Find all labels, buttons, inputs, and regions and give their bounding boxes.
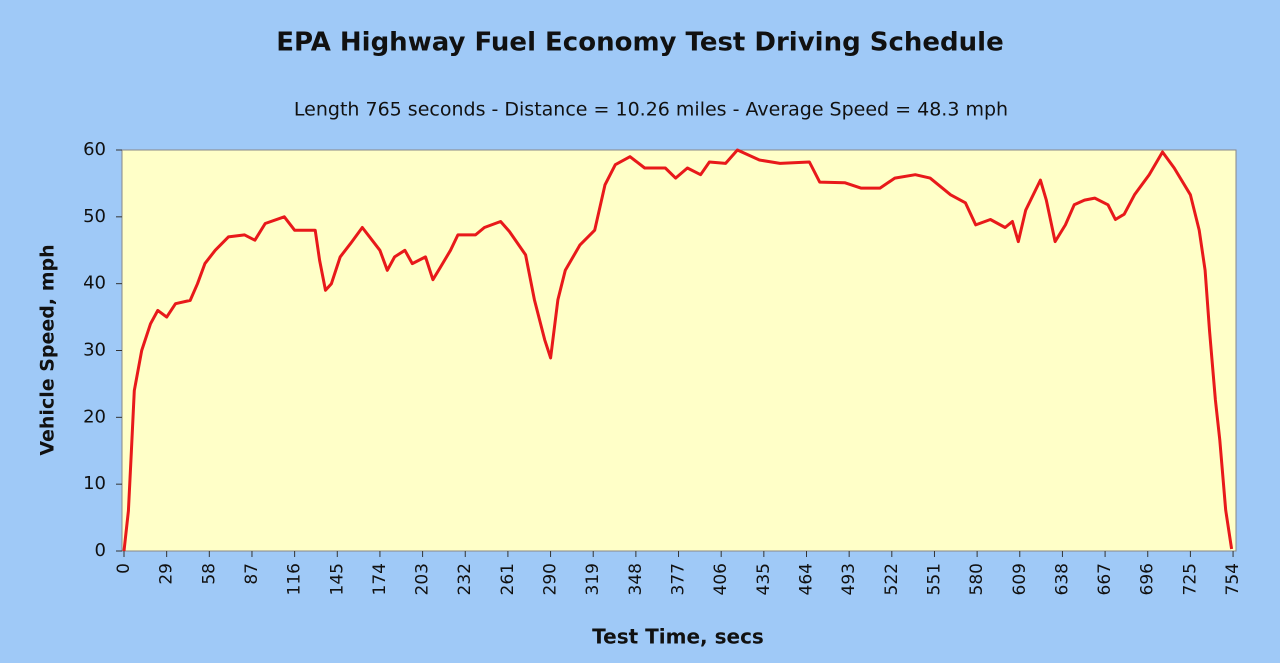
y-tick-label: 20 [83,406,106,427]
y-tick-label: 0 [95,540,106,561]
plot-area [121,149,1237,552]
x-tick-label: 406 [711,563,731,595]
x-tick-label: 203 [413,563,433,595]
x-tick-label: 87 [242,563,262,585]
x-tick-label: 174 [370,563,390,595]
x-tick-label: 261 [498,563,518,595]
x-tick-label: 232 [455,563,475,595]
x-tick-label: 580 [967,563,987,595]
chart-title: EPA Highway Fuel Economy Test Driving Sc… [276,28,1003,58]
y-tick-label: 50 [83,206,106,227]
x-tick-label: 0 [114,563,134,574]
x-tick-label: 754 [1223,563,1243,595]
y-tick-label: 10 [83,473,106,494]
x-tick-label: 667 [1095,563,1115,595]
x-tick-label: 116 [285,563,305,595]
y-tick-label: 40 [83,273,106,294]
x-tick-label: 696 [1138,563,1158,595]
y-tick-label: 60 [83,139,106,160]
x-tick-label: 29 [157,563,177,585]
x-tick-label: 377 [669,563,689,595]
x-tick-label: 319 [583,563,603,595]
x-axis-label: Test Time, secs [592,625,764,649]
x-tick-label: 609 [1010,563,1030,595]
x-tick-label: 348 [626,563,646,595]
x-tick-label: 725 [1180,563,1200,595]
x-tick-label: 464 [796,563,816,595]
x-tick-label: 58 [199,563,219,585]
x-tick-label: 290 [541,563,561,595]
x-tick-label: 638 [1052,563,1072,595]
x-tick-label: 551 [924,563,944,595]
y-axis-label: Vehicle Speed, mph [37,244,59,455]
speed-line [122,148,1234,552]
chart-subtitle: Length 765 seconds - Distance = 10.26 mi… [294,99,1008,121]
x-tick-label: 493 [839,563,859,595]
x-tick-label: 145 [327,563,347,595]
x-tick-label: 435 [754,563,774,595]
y-tick-label: 30 [83,340,106,361]
x-tick-label: 522 [882,563,902,595]
